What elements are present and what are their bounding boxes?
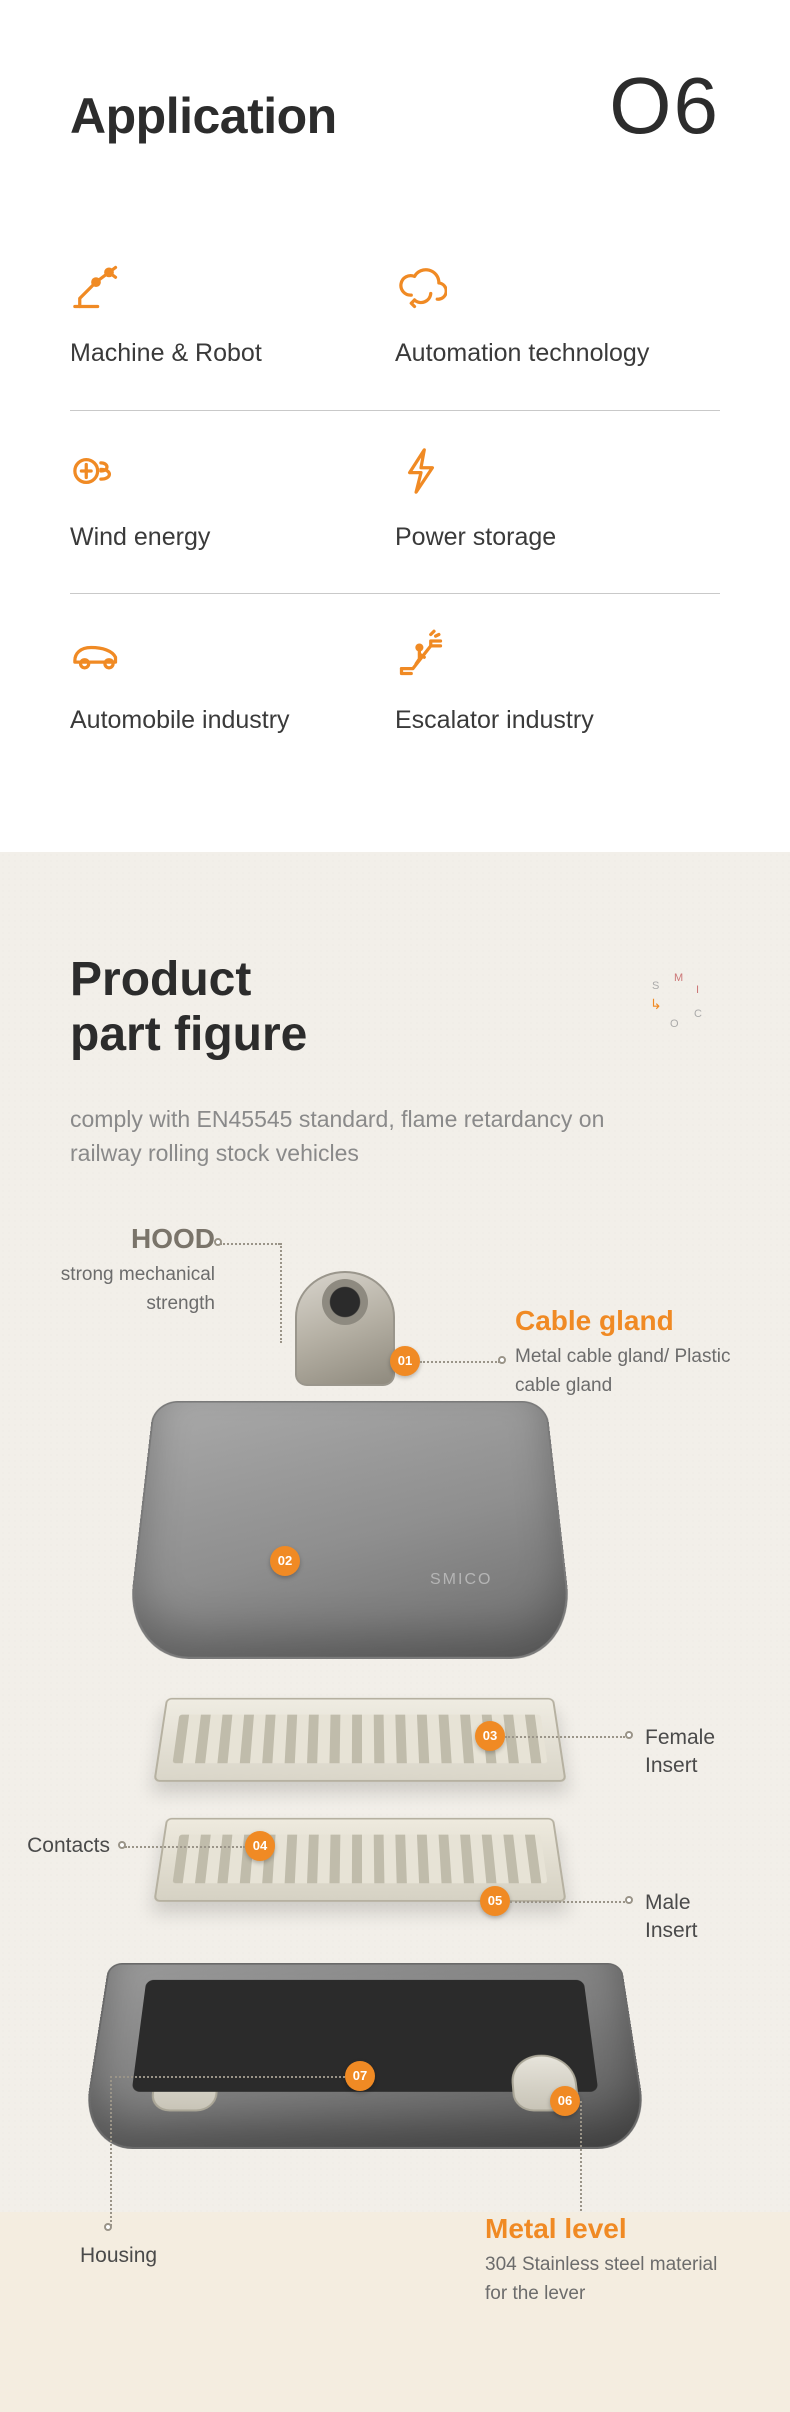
leader-line: [220, 1243, 280, 1245]
figure-title-line2: part figure: [70, 1008, 307, 1061]
callout-text: Housing: [80, 2244, 157, 2267]
app-item-automation: Automation technology: [395, 232, 720, 405]
leader-line: [580, 2101, 582, 2211]
callout-text: Female Insert: [645, 1726, 715, 1777]
app-label: Power storage: [395, 521, 720, 554]
part-female-insert: [153, 1698, 566, 1782]
application-title: Application: [70, 87, 337, 145]
app-item-escalator: Escalator industry: [395, 599, 720, 772]
leader-line: [505, 1736, 625, 1738]
app-label: Automobile industry: [70, 704, 395, 737]
bullet-02: 02: [270, 1546, 300, 1576]
application-section: Application O6 Machine & Robot Automatio…: [0, 0, 790, 852]
app-item-machine: Machine & Robot: [70, 232, 395, 405]
part-cable-gland: [295, 1271, 395, 1386]
bullet-03: 03: [475, 1721, 505, 1751]
application-number: O6: [609, 60, 720, 152]
callout-title: HOOD: [40, 1221, 215, 1256]
wind-icon: [70, 446, 395, 496]
app-label: Machine & Robot: [70, 337, 395, 370]
leader-dot: [118, 1841, 126, 1849]
callout-sub: 304 Stainless steel material for the lev…: [485, 2254, 717, 2304]
bullet-04: 04: [245, 1831, 275, 1861]
leader-dot: [104, 2223, 112, 2231]
brand-logo-icon: M I C O ↳ S: [650, 972, 710, 1032]
leader-line: [110, 2076, 112, 2226]
callout-sub: strong mechanical strength: [61, 1264, 215, 1314]
leader-line: [125, 1846, 245, 1848]
row-divider: [70, 593, 720, 594]
leader-line: [110, 2076, 345, 2078]
callout-hood: HOOD strong mechanical strength: [40, 1221, 215, 1316]
callout-gland: Cable gland Metal cable gland/ Plastic c…: [515, 1303, 735, 1398]
callout-text: Contacts: [27, 1834, 110, 1857]
callout-female: Female Insert: [645, 1723, 720, 1780]
app-label: Wind energy: [70, 521, 395, 554]
escalator-icon: [395, 629, 720, 679]
cloud-sync-icon: [395, 262, 720, 312]
robot-arm-icon: [70, 262, 395, 312]
leader-dot: [498, 1356, 506, 1364]
bolt-icon: [395, 446, 720, 496]
figure-title: Product part figure: [70, 952, 720, 1062]
app-item-wind: Wind energy: [70, 416, 395, 589]
product-stage: SMICO 01 02 03 04 05 06 07 HOOD strong m…: [70, 1271, 720, 2321]
application-header: Application O6: [70, 60, 720, 152]
application-grid: Machine & Robot Automation technology Wi…: [70, 232, 720, 772]
app-label: Automation technology: [395, 337, 720, 370]
figure-desc: comply with EN45545 standard, flame reta…: [70, 1102, 650, 1171]
callout-male: Male Insert: [645, 1888, 720, 1945]
figure-section: Product part figure comply with EN45545 …: [0, 852, 790, 2412]
part-housing: [80, 1963, 651, 2149]
leader-line: [510, 1901, 625, 1903]
leader-dot: [625, 1731, 633, 1739]
part-hood: [124, 1401, 575, 1659]
leader-dot: [625, 1896, 633, 1904]
row-divider: [70, 410, 720, 411]
car-icon: [70, 629, 395, 679]
callout-contacts: Contacts: [0, 1831, 110, 1859]
app-label: Escalator industry: [395, 704, 720, 737]
callout-metal: Metal level 304 Stainless steel material…: [485, 2211, 720, 2306]
bullet-05: 05: [480, 1886, 510, 1916]
leader-line: [280, 1243, 282, 1343]
bullet-07: 07: [345, 2061, 375, 2091]
leader-dot: [214, 1238, 222, 1246]
figure-title-line1: Product: [70, 953, 251, 1006]
callout-text: Male Insert: [645, 1891, 698, 1942]
callout-title: Cable gland: [515, 1303, 735, 1338]
leader-line: [420, 1361, 500, 1363]
callout-sub: Metal cable gland/ Plastic cable gland: [515, 1346, 730, 1396]
callout-housing: Housing: [80, 2241, 157, 2269]
bullet-01: 01: [390, 1346, 420, 1376]
app-item-auto: Automobile industry: [70, 599, 395, 772]
callout-title: Metal level: [485, 2211, 720, 2246]
app-item-power: Power storage: [395, 416, 720, 589]
hood-brand-text: SMICO: [430, 1571, 492, 1589]
bullet-06: 06: [550, 2086, 580, 2116]
